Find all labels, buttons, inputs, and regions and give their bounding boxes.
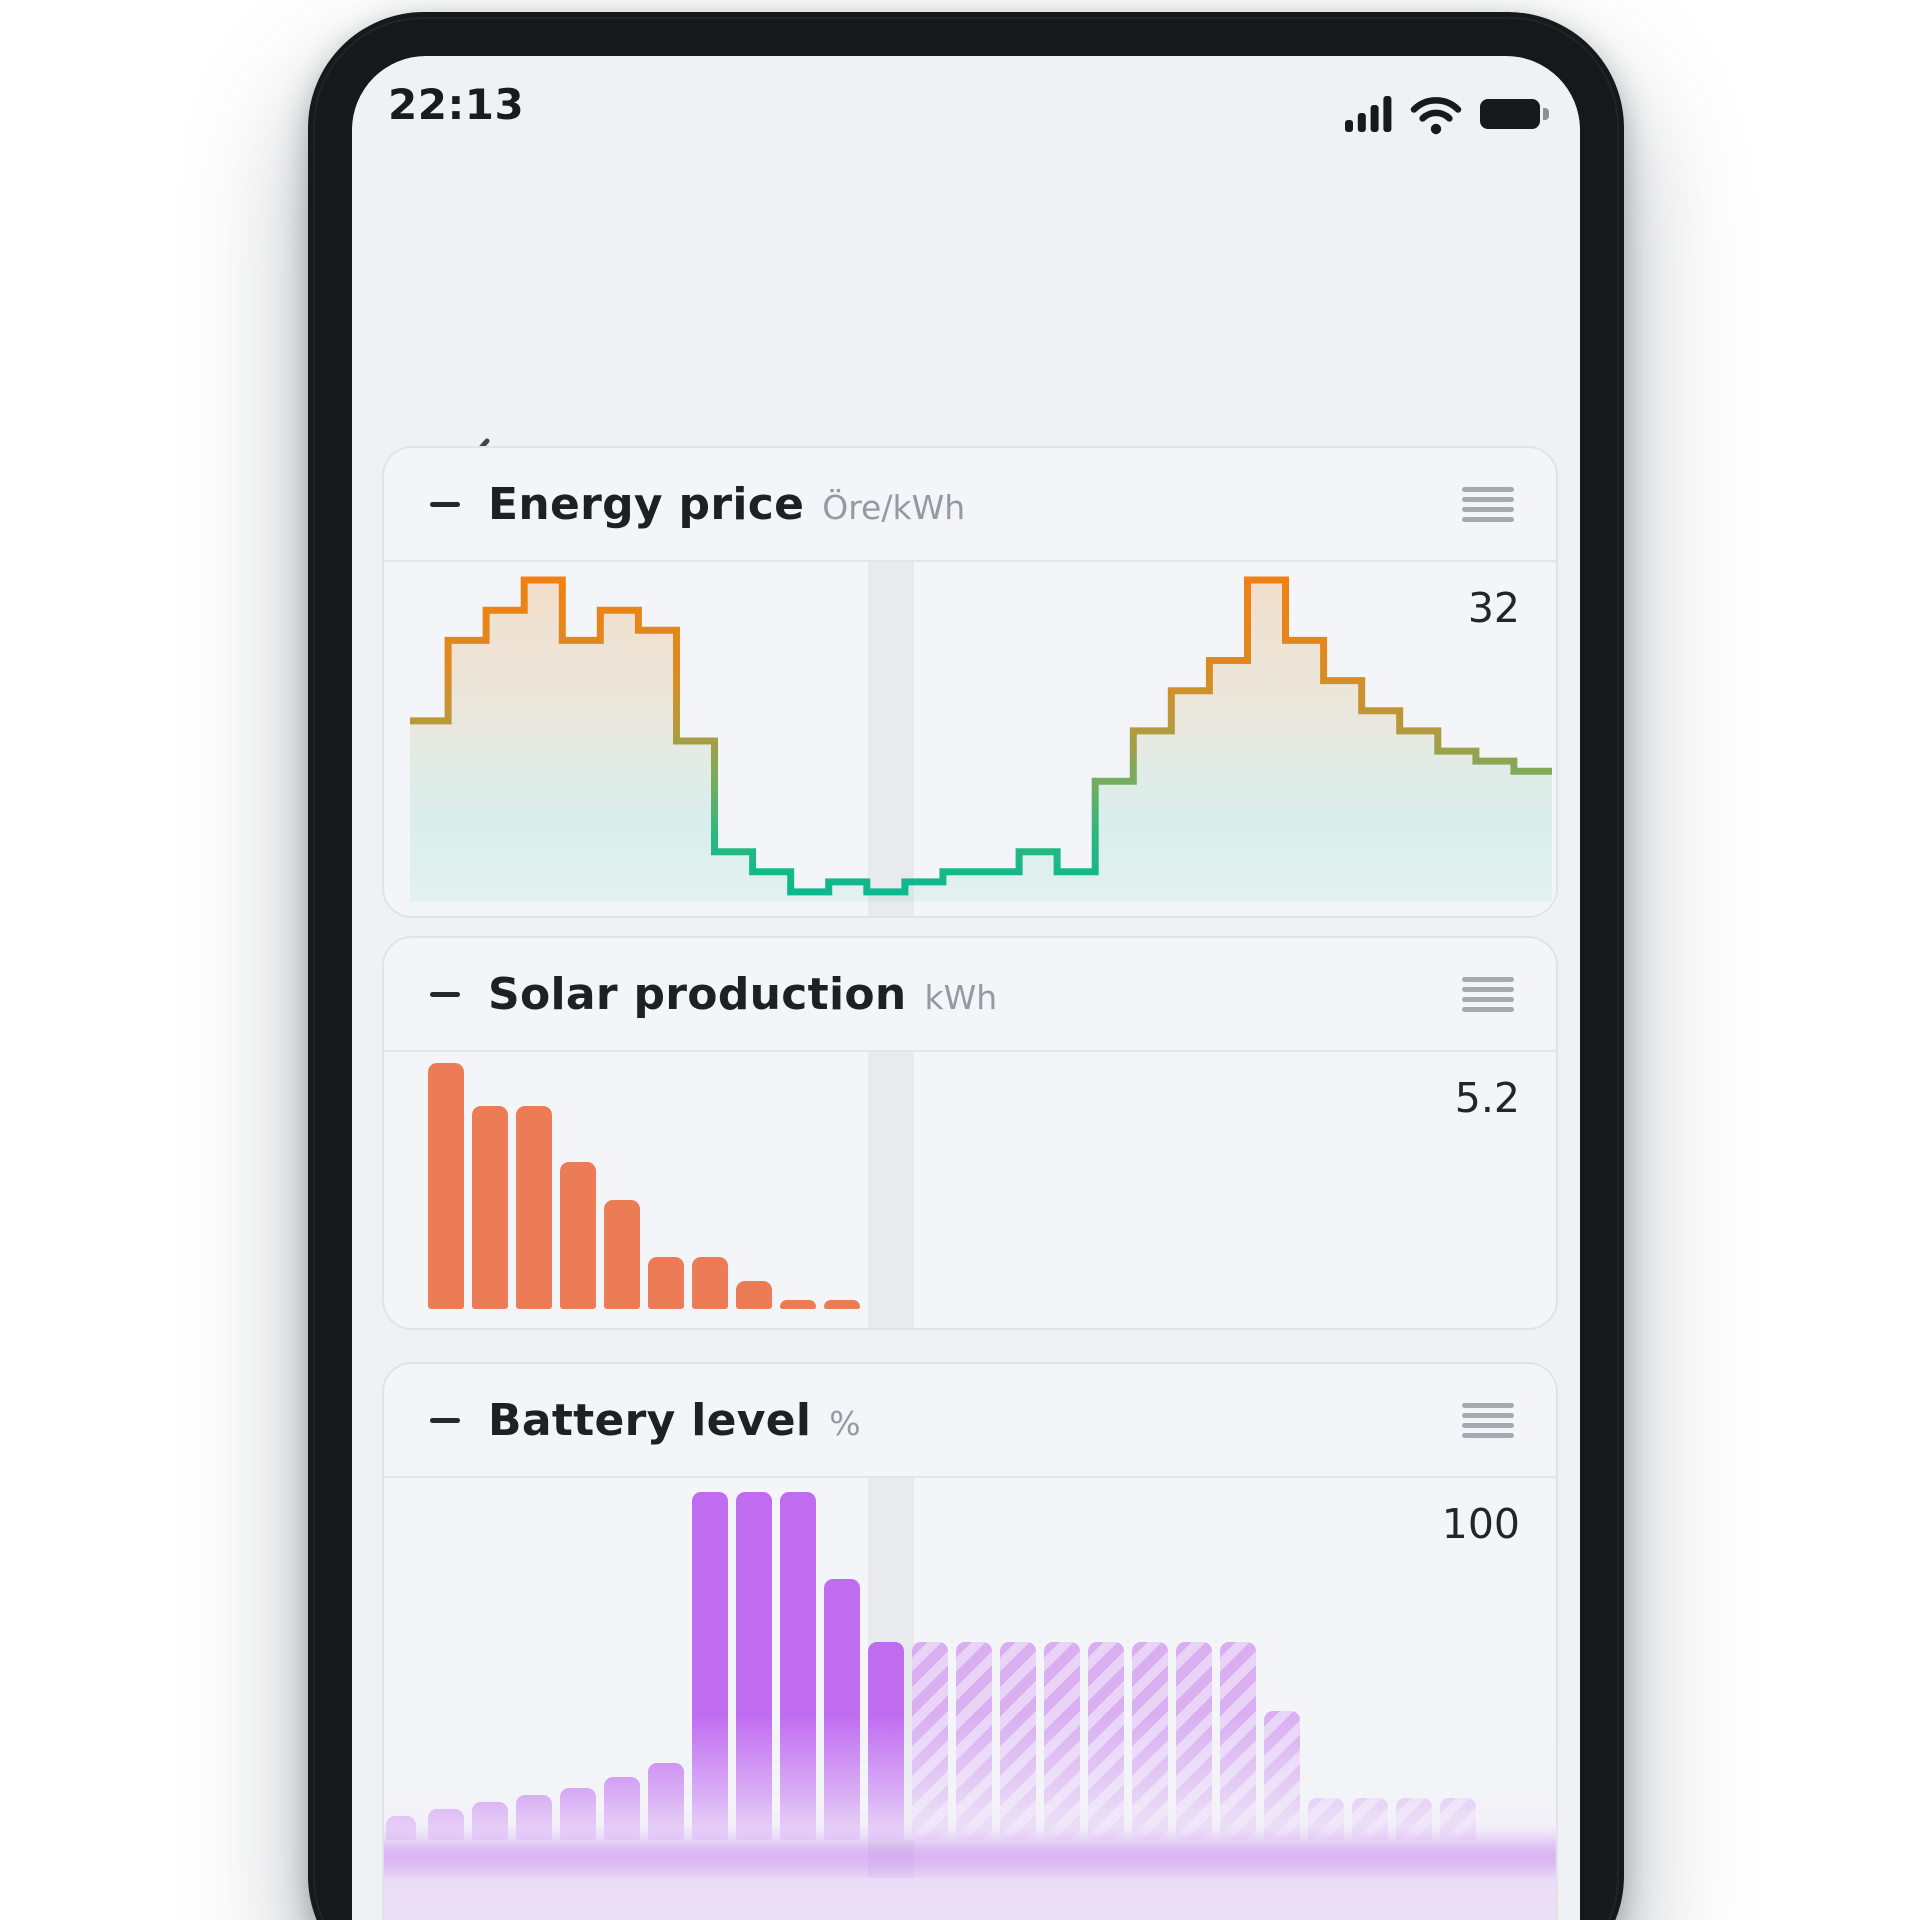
card-divider — [384, 1476, 1556, 1478]
card-divider — [384, 560, 1556, 562]
battery-icon — [1480, 99, 1549, 129]
drag-handle-icon[interactable] — [1462, 486, 1514, 522]
bottom-fade-overlay — [384, 1714, 1556, 1840]
chart-value-label: 100 — [1441, 1500, 1520, 1548]
card-solar-production: Solar production kWh 5.2 — [382, 936, 1558, 1330]
solar-bar — [824, 1300, 860, 1309]
card-battery-level: Battery level % 100 — [382, 1362, 1558, 1920]
card-unit: Öre/kWh — [822, 488, 966, 527]
battery-level-chart: 100 — [384, 1478, 1556, 1920]
collapse-dash-icon[interactable] — [430, 501, 460, 507]
phone-frame: 22:13 — [308, 12, 1624, 1920]
chart-value-label: 5.2 — [1454, 1074, 1520, 1122]
solar-production-chart: 5.2 — [384, 1052, 1556, 1328]
solar-bar — [604, 1200, 640, 1309]
drag-handle-icon[interactable] — [1462, 1402, 1514, 1438]
energy-price-chart: 32 — [384, 562, 1556, 916]
collapse-dash-icon[interactable] — [430, 1417, 460, 1423]
wifi-icon — [1410, 97, 1462, 135]
solar-bar — [648, 1257, 684, 1309]
card-header: Battery level % — [384, 1364, 1556, 1476]
card-unit: % — [829, 1404, 861, 1443]
card-title: Energy price — [488, 478, 805, 530]
solar-bar — [516, 1106, 552, 1309]
now-indicator-band — [868, 562, 914, 916]
card-header: Energy price Öre/kWh — [384, 448, 1556, 560]
card-title: Solar production — [488, 968, 907, 1020]
card-unit: kWh — [924, 978, 998, 1017]
below-glow-area — [384, 1878, 1556, 1920]
energy-price-step-line — [410, 576, 1552, 902]
battery-nub — [1543, 108, 1549, 120]
phone-screen: 22:13 — [352, 56, 1580, 1920]
solar-bar — [428, 1063, 464, 1309]
card-divider — [384, 1050, 1556, 1052]
chart-value-label: 32 — [1467, 584, 1520, 632]
card-energy-price: Energy price Öre/kWh — [382, 446, 1558, 918]
card-title: Battery level — [488, 1394, 812, 1446]
solar-bar — [736, 1281, 772, 1309]
drag-handle-icon[interactable] — [1462, 976, 1514, 1012]
solar-bar — [780, 1300, 816, 1309]
solar-bars — [384, 1052, 1556, 1328]
solar-bar — [472, 1106, 508, 1309]
bottom-purple-glow — [384, 1830, 1556, 1884]
collapse-dash-icon[interactable] — [430, 991, 460, 997]
signal-icon — [1345, 96, 1392, 132]
now-indicator-band — [868, 1052, 914, 1328]
solar-bar — [560, 1162, 596, 1309]
status-icons — [1345, 92, 1549, 136]
status-time: 22:13 — [388, 80, 525, 129]
solar-bar — [692, 1257, 728, 1309]
card-header: Solar production kWh — [384, 938, 1556, 1050]
